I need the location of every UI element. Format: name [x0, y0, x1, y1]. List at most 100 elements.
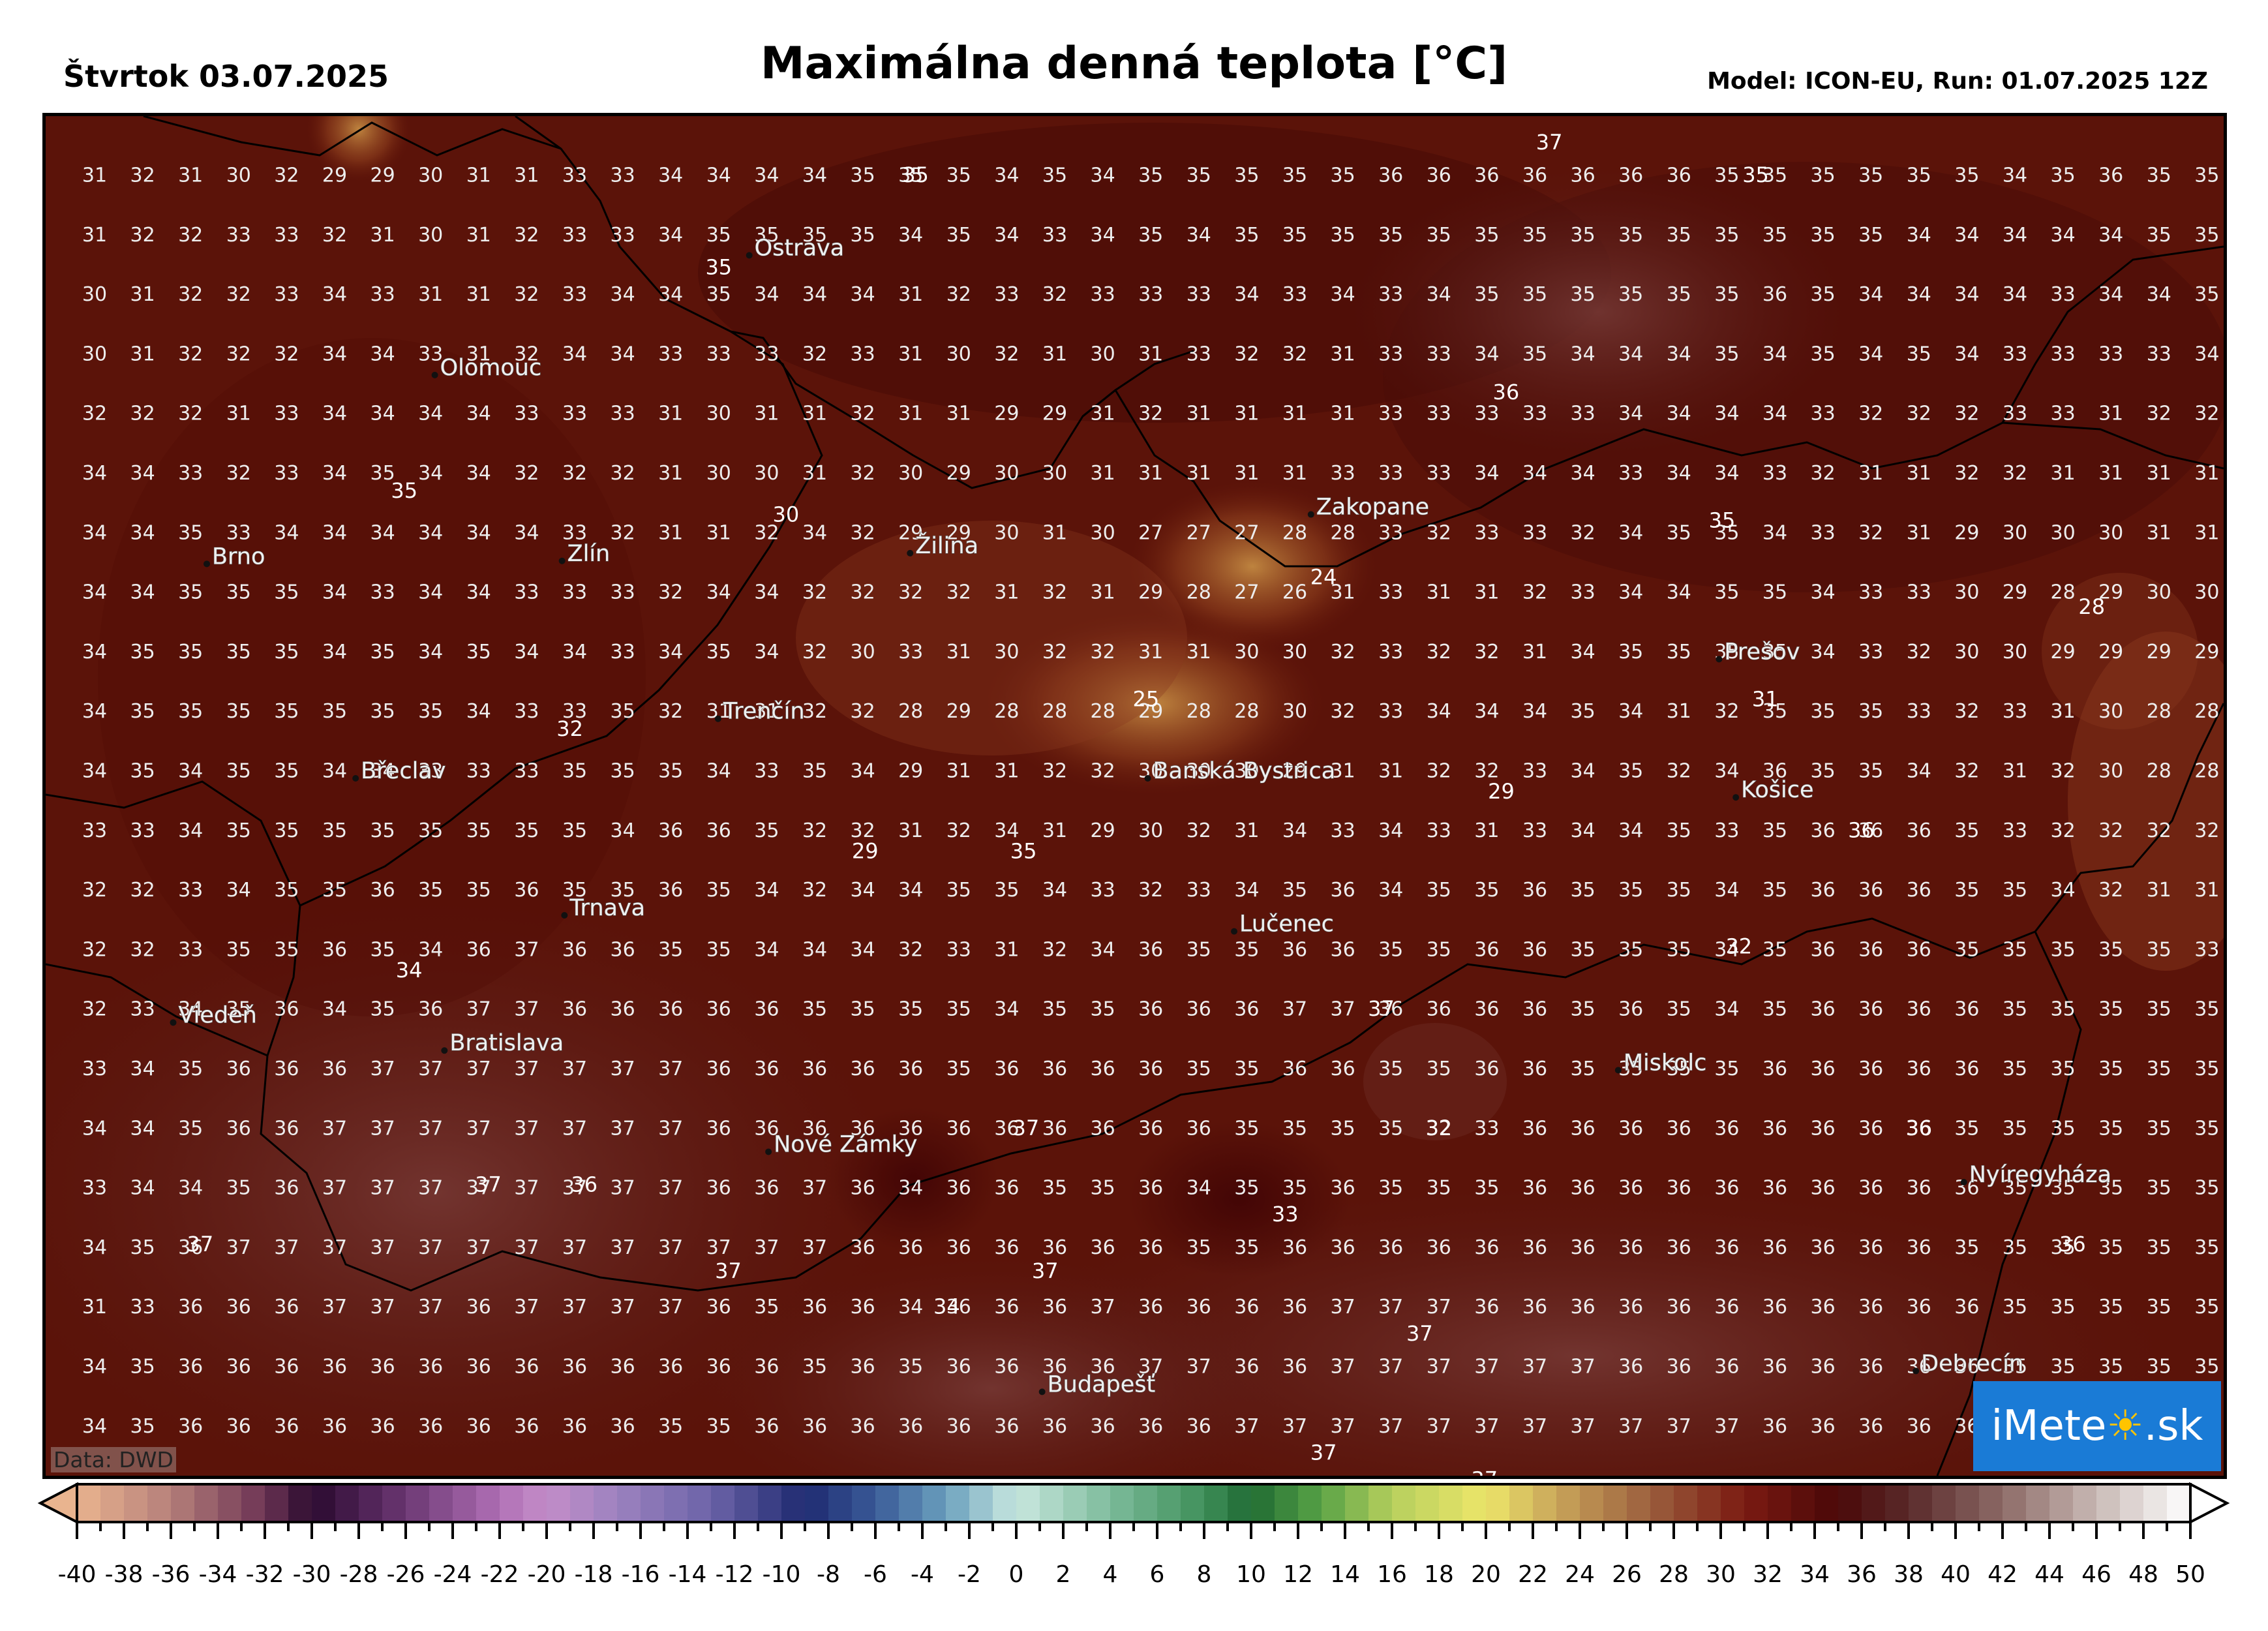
grid-value: 35 [1571, 998, 1595, 1021]
grid-value: 36 [1571, 1296, 1595, 1319]
grid-value: 34 [1762, 521, 1787, 544]
grid-value: 31 [2194, 521, 2219, 544]
city-viedeň[interactable]: Viedeň [170, 1002, 257, 1029]
grid-value: 36 [1907, 1236, 1931, 1259]
extremum-label: 36 [1492, 380, 1519, 404]
grid-value: 36 [1091, 1356, 1115, 1379]
colorbar-tick-label: 34 [1800, 1561, 1830, 1588]
grid-value: 35 [1522, 343, 1547, 365]
grid-value: 29 [1138, 581, 1163, 604]
city-zakopane[interactable]: Zakopane [1307, 494, 1430, 521]
city-trenčín[interactable]: Trenčín [714, 698, 805, 725]
grid-value: 34 [898, 224, 923, 247]
grid-value: 36 [1858, 1117, 1883, 1140]
city-debrecín[interactable]: Debrecín [1913, 1350, 2024, 1377]
imeteo-logo[interactable]: iMete ☀ .sk [1973, 1381, 2221, 1471]
grid-value: 36 [754, 1058, 779, 1080]
colorbar-cell [382, 1484, 406, 1522]
grid-value: 35 [1427, 879, 1451, 902]
colorbar-tick-label: 36 [1847, 1561, 1877, 1588]
city-trnava[interactable]: Trnava [561, 894, 646, 922]
city-zlín[interactable]: Zlín [558, 540, 611, 567]
city-žilina[interactable]: Žilina [907, 531, 979, 559]
grid-value: 34 [418, 641, 443, 663]
grid-value: 36 [1187, 1117, 1211, 1140]
grid-value: 32 [1427, 641, 1451, 663]
grid-value: 36 [1858, 998, 1883, 1021]
grid-value: 35 [706, 879, 731, 902]
colorbar-cell [664, 1484, 688, 1522]
colorbar-cell [194, 1484, 219, 1522]
grid-value: 36 [1667, 1356, 1691, 1379]
city-břeclav[interactable]: Břeclav [352, 757, 446, 785]
grid-value: 35 [658, 1415, 683, 1438]
grid-value: 36 [1762, 1415, 1787, 1438]
grid-value: 36 [946, 1356, 971, 1379]
grid-value: 33 [1138, 283, 1163, 306]
grid-value: 35 [1714, 283, 1739, 306]
grid-value: 35 [1138, 164, 1163, 187]
grid-value: 34 [754, 879, 779, 902]
grid-value: 35 [1714, 521, 1739, 544]
city-olomouc[interactable]: Olomouc [431, 354, 542, 381]
grid-value: 31 [1138, 462, 1163, 485]
city-ostrava[interactable]: Ostrava [746, 235, 845, 262]
grid-value: 32 [946, 283, 971, 306]
grid-value: 35 [1762, 998, 1787, 1021]
grid-value: 32 [82, 879, 107, 902]
grid-value: 37 [1427, 1296, 1451, 1319]
colorbar-tick-label: -34 [199, 1561, 237, 1588]
grid-value: 28 [1282, 521, 1307, 544]
colorbar-cell [594, 1484, 618, 1522]
city-nové-zámky[interactable]: Nové Zámky [765, 1131, 918, 1158]
grid-value: 36 [1522, 998, 1547, 1021]
city-lučenec[interactable]: Lučenec [1231, 911, 1334, 937]
grid-value: 36 [418, 1356, 443, 1379]
colorbar-tick-label: 28 [1659, 1561, 1689, 1588]
city-bratislava[interactable]: Bratislava [441, 1030, 564, 1057]
grid-value: 31 [1234, 462, 1259, 485]
grid-value: 35 [1618, 641, 1643, 663]
grid-value: 35 [274, 700, 299, 723]
grid-value: 31 [1234, 819, 1259, 842]
grid-value: 37 [418, 1296, 443, 1319]
grid-value: 34 [1091, 938, 1115, 961]
city-dot [765, 1148, 772, 1155]
city-miskolc[interactable]: Miskolc [1614, 1050, 1707, 1076]
grid-value: 34 [1474, 700, 1499, 723]
city-budapešť[interactable]: Budapešť [1038, 1371, 1156, 1398]
grid-value: 31 [1187, 462, 1211, 485]
grid-value: 36 [1618, 1177, 1643, 1200]
grid-value: 35 [370, 938, 395, 961]
grid-value: 36 [1091, 1058, 1115, 1080]
grid-value: 35 [1427, 938, 1451, 961]
grid-value: 34 [1091, 164, 1115, 187]
grid-value: 37 [658, 1236, 683, 1259]
grid-value: 33 [1522, 760, 1547, 783]
grid-value: 37 [1378, 1296, 1403, 1319]
grid-value: 33 [418, 760, 443, 783]
city-prešov[interactable]: Prešov [1716, 639, 1800, 665]
grid-value: 30 [1234, 641, 1259, 663]
grid-value: 35 [611, 879, 635, 902]
city-brno[interactable]: Brno [204, 543, 265, 570]
grid-value: 36 [1042, 1058, 1067, 1080]
grid-value: 33 [562, 283, 587, 306]
colorbar-tick-label: -28 [340, 1561, 378, 1588]
grid-value: 29 [898, 760, 923, 783]
city-košice[interactable]: Košice [1732, 777, 1814, 804]
grid-value: 33 [2003, 819, 2027, 842]
grid-value: 33 [274, 224, 299, 247]
grid-value: 33 [1571, 581, 1595, 604]
city-nyíregyháza[interactable]: Nyíregyháza [1960, 1161, 2112, 1189]
grid-value: 35 [226, 581, 251, 604]
grid-value: 35 [1042, 1177, 1067, 1200]
city-dot [441, 1047, 448, 1054]
grid-value: 36 [1331, 938, 1355, 961]
grid-value: 31 [2098, 462, 2123, 485]
grid-value: 33 [562, 700, 587, 723]
grid-value: 36 [562, 938, 587, 961]
colorbar-tick-label: -16 [622, 1561, 660, 1588]
grid-value: 36 [466, 1296, 491, 1319]
city-banská-bystrica[interactable]: Banská Bystrica [1144, 757, 1336, 785]
